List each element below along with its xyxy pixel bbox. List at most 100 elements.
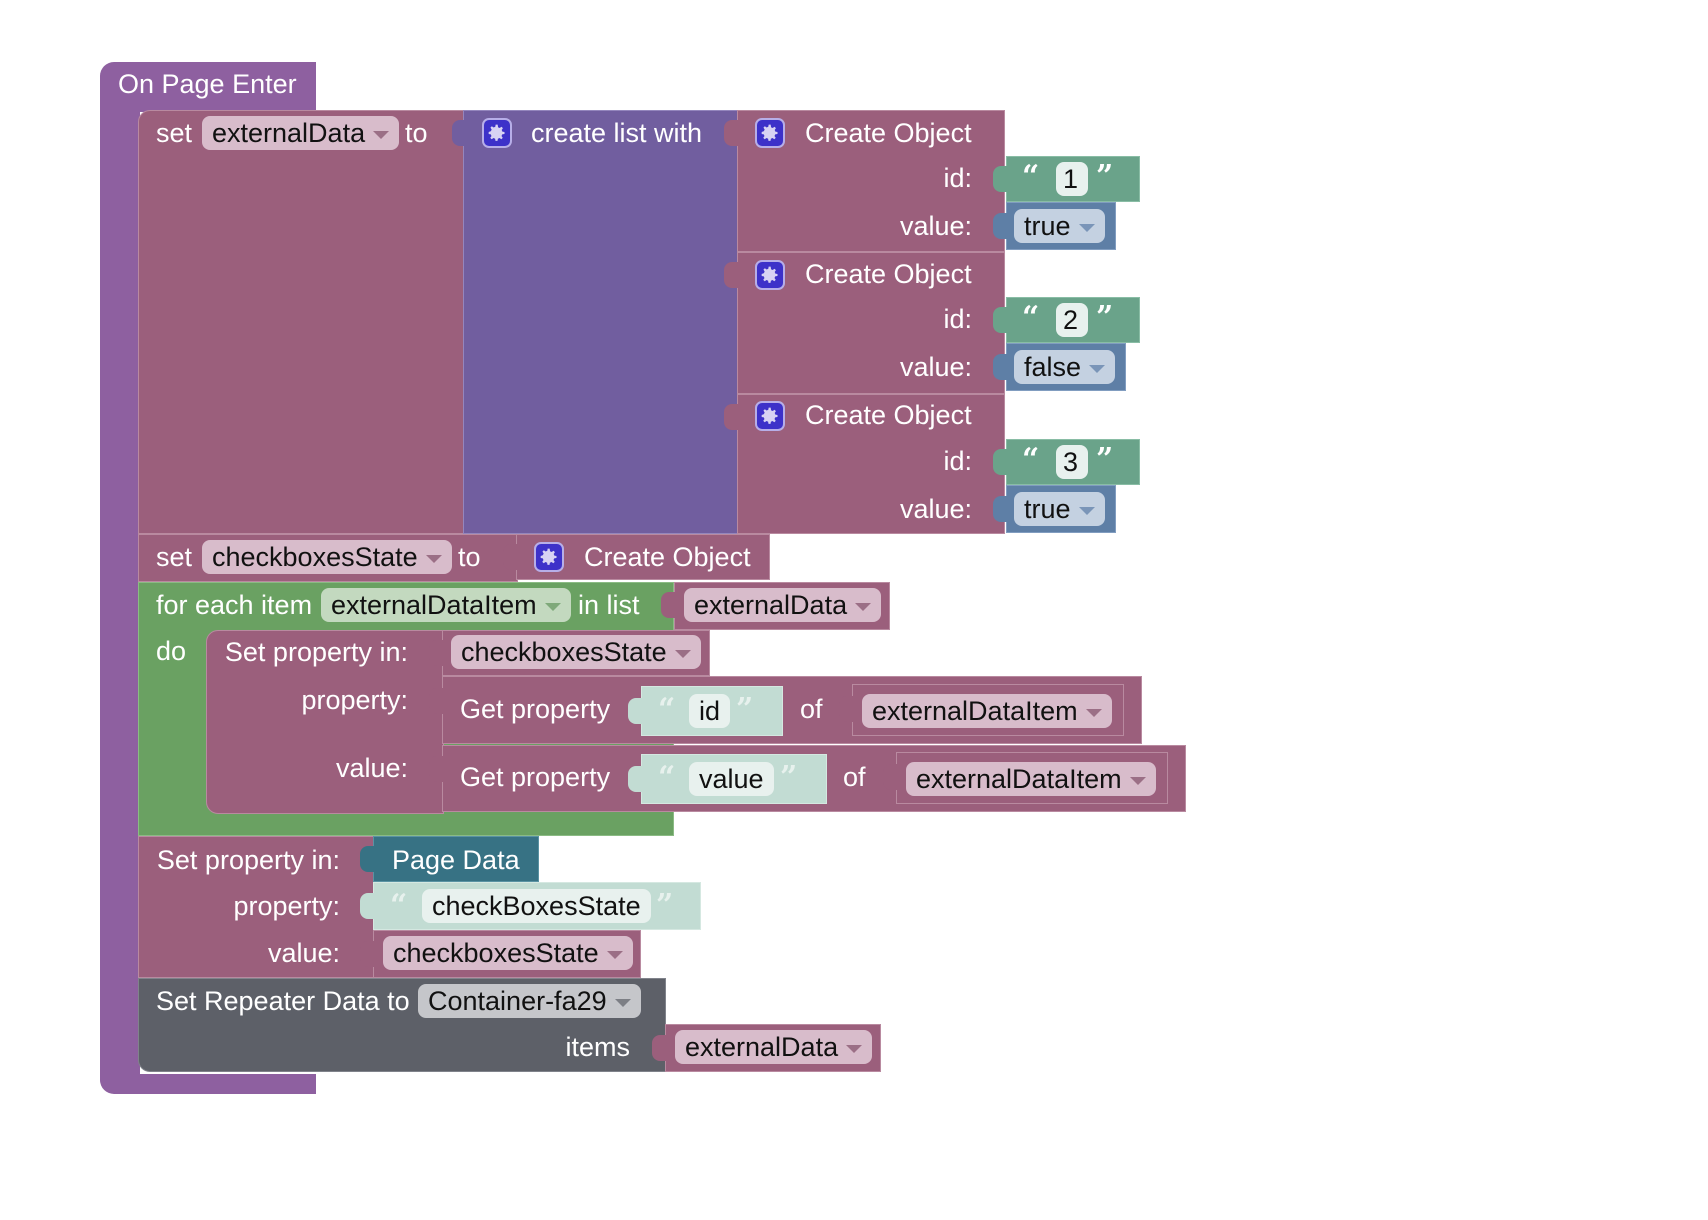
- on-page-enter-label: On Page Enter: [118, 69, 297, 99]
- chevron-down-icon: [674, 649, 691, 658]
- on-page-enter-block[interactable]: [100, 62, 316, 112]
- chevron-down-icon: [425, 554, 442, 563]
- gear-icon[interactable]: [482, 118, 512, 148]
- of-label: of: [800, 694, 823, 724]
- set-property-block[interactable]: [206, 630, 444, 814]
- boolean-dropdown-1[interactable]: true: [1014, 209, 1105, 243]
- boolean-dropdown-2[interactable]: false: [1014, 350, 1116, 384]
- chevron-down-icon: [1085, 708, 1102, 717]
- close-quote-icon: ”: [736, 692, 754, 727]
- on-page-enter-footer: [100, 1074, 316, 1094]
- boolean-connector: [993, 496, 1007, 522]
- chevron-down-icon: [544, 602, 561, 611]
- gear-icon[interactable]: [755, 260, 785, 290]
- chevron-down-icon: [855, 602, 872, 611]
- set-repeater-label: Set Repeater Data to: [156, 986, 410, 1016]
- property-label: property:: [233, 891, 340, 921]
- of-label: of: [843, 762, 866, 792]
- variable-dropdown-checkboxesstate[interactable]: checkboxesState: [202, 540, 452, 574]
- object-connector: [839, 696, 853, 722]
- create-object-label: Create Object: [805, 259, 972, 289]
- gear-icon[interactable]: [755, 401, 785, 431]
- gear-icon[interactable]: [755, 118, 785, 148]
- value-connector: [360, 941, 374, 967]
- items-label: items: [565, 1032, 630, 1062]
- container-dropdown[interactable]: Container-fa29: [418, 984, 641, 1018]
- for-each-label: for each item: [156, 590, 313, 620]
- object-connector: [883, 764, 897, 790]
- close-quote-icon: ”: [1096, 442, 1114, 477]
- object-connector: [724, 262, 738, 288]
- property-text-field[interactable]: checkBoxesState: [422, 889, 651, 923]
- text-connector: [993, 307, 1007, 333]
- items-variable-dropdown[interactable]: externalData: [675, 1030, 873, 1064]
- create-object-label: Create Object: [584, 542, 751, 572]
- open-quote-icon: “: [1022, 442, 1040, 477]
- open-quote-icon: “: [390, 888, 408, 923]
- boolean-connector: [993, 213, 1007, 239]
- chevron-down-icon: [846, 1044, 863, 1053]
- object-variable-dropdown[interactable]: externalDataItem: [906, 762, 1156, 796]
- loop-variable-dropdown[interactable]: externalDataItem: [321, 588, 571, 622]
- get-property-label: Get property: [460, 762, 611, 792]
- list-connector: [661, 592, 675, 618]
- set-property-label: Set property in:: [156, 845, 340, 875]
- key-text-field-id[interactable]: id: [689, 694, 731, 728]
- open-quote-icon: “: [658, 760, 676, 795]
- text-connector: [628, 766, 642, 792]
- open-quote-icon: “: [658, 692, 676, 727]
- boolean-dropdown-3[interactable]: true: [1014, 492, 1105, 526]
- value-connector: [429, 756, 443, 782]
- object-connector: [724, 120, 738, 146]
- value-label: value:: [899, 211, 972, 241]
- variable-dropdown-externaldata[interactable]: externalData: [202, 116, 400, 150]
- chevron-down-icon: [606, 950, 623, 959]
- value-label: value:: [267, 938, 340, 968]
- chevron-down-icon: [1078, 223, 1095, 232]
- property-connector: [429, 688, 443, 714]
- set-page-data-block[interactable]: [138, 836, 374, 978]
- to-label: to: [405, 118, 428, 148]
- list-connector: [452, 120, 466, 146]
- get-property-label: Get property: [460, 694, 611, 724]
- chevron-down-icon: [1089, 364, 1106, 373]
- text-connector: [993, 166, 1007, 192]
- value-label: value:: [899, 352, 972, 382]
- key-text-field-value[interactable]: value: [689, 762, 774, 796]
- property-label: property:: [301, 685, 408, 715]
- id-text-field-1[interactable]: 1: [1056, 162, 1088, 196]
- close-quote-icon: ”: [1096, 300, 1114, 335]
- list-variable-dropdown[interactable]: externalData: [684, 588, 882, 622]
- page-data-label: Page Data: [392, 845, 520, 875]
- create-list-label: create list with: [531, 118, 703, 148]
- chevron-down-icon: [1129, 776, 1146, 785]
- chevron-down-icon: [373, 130, 390, 139]
- in-list-label: in list: [578, 590, 640, 620]
- object-variable-dropdown[interactable]: externalDataItem: [862, 694, 1112, 728]
- id-text-field-2[interactable]: 2: [1056, 303, 1088, 337]
- close-quote-icon: ”: [1096, 159, 1114, 194]
- do-label: do: [156, 636, 187, 666]
- id-text-field-3[interactable]: 3: [1056, 445, 1088, 479]
- create-object-label: Create Object: [805, 400, 972, 430]
- target-variable-dropdown[interactable]: checkboxesState: [451, 635, 701, 669]
- set-label: set: [156, 542, 193, 572]
- close-quote-icon: ”: [656, 888, 674, 923]
- page-data-block[interactable]: [373, 836, 539, 882]
- id-label: id:: [943, 163, 972, 193]
- id-label: id:: [943, 304, 972, 334]
- value-label: value:: [335, 753, 408, 783]
- set-external-data-block[interactable]: [138, 110, 466, 534]
- target-connector: [429, 640, 443, 666]
- create-object-label: Create Object: [805, 118, 972, 148]
- boolean-connector: [993, 354, 1007, 380]
- object-connector: [503, 544, 517, 570]
- set-label: set: [156, 118, 193, 148]
- create-list-block[interactable]: [463, 110, 739, 534]
- text-connector: [628, 698, 642, 724]
- chevron-down-icon: [614, 998, 631, 1007]
- open-quote-icon: “: [1022, 159, 1040, 194]
- open-quote-icon: “: [1022, 300, 1040, 335]
- value-variable-dropdown[interactable]: checkboxesState: [383, 936, 633, 970]
- gear-icon[interactable]: [534, 542, 564, 572]
